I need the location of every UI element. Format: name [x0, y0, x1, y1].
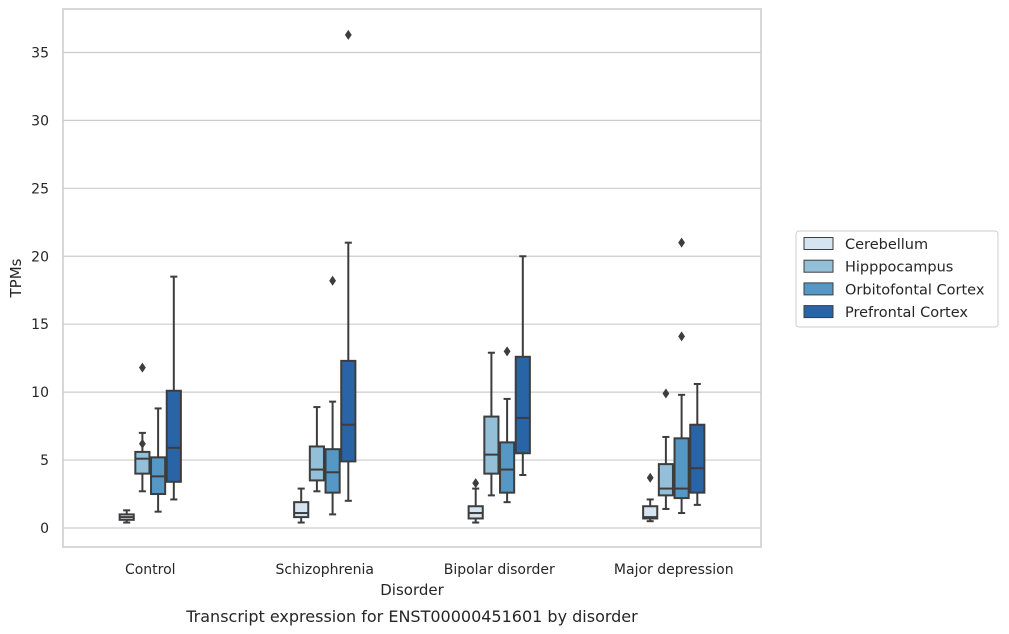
outlier-point [646, 472, 654, 483]
y-tick-label: 0 [40, 521, 49, 537]
x-tick-label: Bipolar disorder [444, 562, 555, 578]
legend-swatch [803, 237, 834, 250]
box-cerebellum [118, 509, 135, 524]
outlier-point [678, 331, 686, 342]
box-prefrontal-cortex [689, 382, 706, 506]
box-orbitofontal-cortex [499, 346, 516, 504]
box-hipppocampus [483, 351, 500, 497]
legend-label: Orbitofontal Cortex [845, 282, 985, 298]
x-tick-label: Control [125, 562, 176, 578]
y-tick-label: 25 [31, 181, 49, 197]
x-tick-label: Schizophrenia [276, 562, 374, 578]
outlier-point [329, 275, 337, 286]
box-cerebellum [293, 487, 310, 524]
iqr-box [293, 501, 310, 519]
y-tick-label: 10 [31, 385, 49, 401]
y-axis-title: TPMs [7, 258, 25, 298]
y-tick-label: 20 [31, 249, 49, 265]
iqr-box [657, 463, 674, 497]
y-tick-label: 35 [31, 45, 49, 61]
legend-label: Prefrontal Cortex [845, 305, 968, 321]
box-hipppocampus [657, 388, 674, 510]
box-hipppocampus [134, 362, 151, 493]
iqr-box [514, 355, 531, 455]
box-hipppocampus [308, 406, 325, 493]
outlier-point [138, 438, 146, 449]
x-tick-label: Major depression [614, 562, 734, 578]
outlier-point [678, 237, 686, 248]
y-tick-label: 30 [31, 113, 49, 129]
iqr-box [499, 441, 516, 494]
box-prefrontal-cortex [514, 255, 531, 476]
box-cerebellum [467, 478, 484, 524]
outlier-point [662, 388, 670, 399]
y-tick-label: 5 [40, 453, 49, 469]
x-axis-ticks: Control Schizophrenia Bipolar disorder Majo… [125, 562, 734, 578]
iqr-box [689, 423, 706, 494]
y-axis-ticks: 0 5 10 15 20 25 30 35 [31, 45, 49, 537]
outlier-point [472, 478, 480, 489]
legend-frame [795, 230, 999, 328]
box-prefrontal-cortex [165, 275, 182, 501]
legend-swatch [803, 305, 834, 319]
chart-caption: Transcript expression for ENST0000045160… [185, 607, 638, 626]
iqr-box [340, 359, 357, 463]
box-orbitofontal-cortex [324, 275, 341, 516]
legend: Cerebellum Hipppocampus Orbitofontal Corte… [795, 230, 999, 328]
legend-label: Cerebellum [845, 237, 928, 253]
iqr-box [308, 445, 325, 482]
iqr-box [483, 415, 500, 475]
iqr-box [134, 450, 151, 475]
box-cerebellum [642, 472, 659, 523]
legend-swatch [803, 259, 834, 273]
box-orbitofontal-cortex [673, 237, 690, 515]
legend-swatch [803, 282, 834, 296]
outlier-point [138, 362, 146, 373]
outlier-point [344, 29, 352, 40]
iqr-box [324, 448, 341, 494]
iqr-box [165, 389, 182, 483]
y-tick-label: 15 [31, 317, 49, 333]
outlier-point [503, 346, 511, 357]
iqr-box [673, 437, 690, 500]
iqr-box [642, 505, 659, 520]
box-prefrontal-cortex [340, 29, 357, 502]
boxes [118, 29, 706, 524]
box-orbitofontal-cortex [150, 407, 167, 513]
x-axis-title: Disorder [380, 581, 444, 599]
legend-label: Hipppocampus [845, 260, 953, 276]
